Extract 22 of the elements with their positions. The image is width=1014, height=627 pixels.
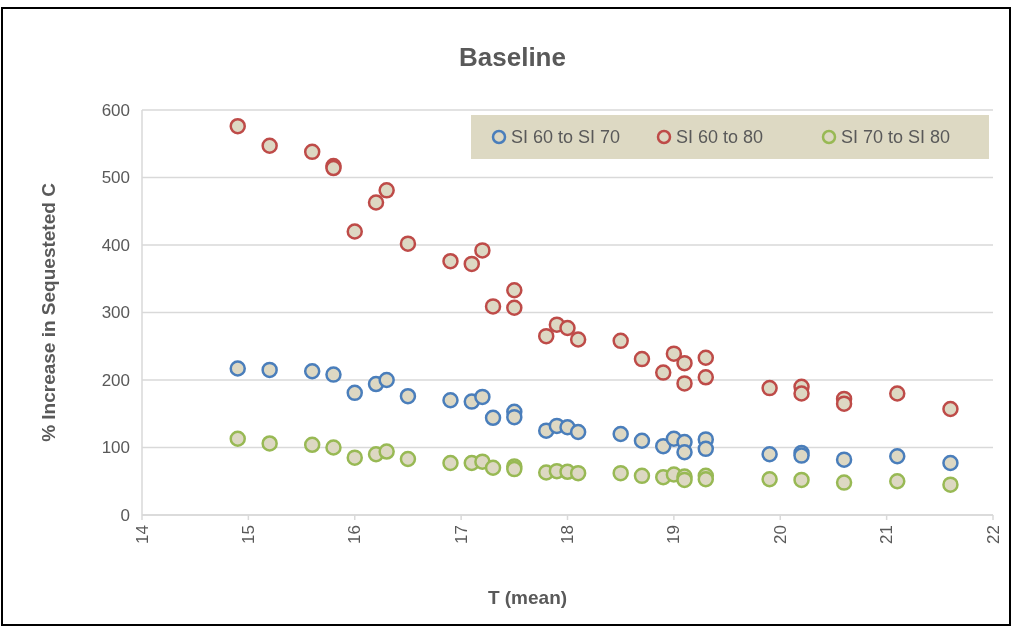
- y-tick-label: 200: [101, 370, 130, 390]
- x-tick-label: 19: [664, 525, 684, 544]
- x-tick-label: 22: [983, 525, 1003, 544]
- y-axis-title: % Increase in Sequesteted C: [37, 182, 59, 442]
- x-tick-label: 18: [558, 525, 577, 544]
- x-tick-label: 15: [238, 525, 258, 544]
- x-tick-label: 20: [770, 525, 790, 544]
- y-tick-label: 300: [101, 303, 130, 322]
- y-tick-label: 400: [101, 235, 130, 255]
- x-axis-title: T (mean): [487, 586, 568, 608]
- y-tick-label: 500: [101, 168, 130, 187]
- y-tick-label: 600: [101, 100, 130, 120]
- legend-label: SI 70 to SI 80: [841, 127, 951, 147]
- x-tick-label: 21: [877, 525, 897, 544]
- chart-title: Baseline: [459, 42, 566, 72]
- y-tick-label: 0: [120, 505, 130, 525]
- x-tick-label: 16: [345, 525, 365, 544]
- legend-label: SI 60 to 80: [676, 127, 764, 147]
- legend-label: SI 60 to SI 70: [511, 127, 621, 147]
- x-tick-label: 14: [132, 525, 152, 544]
- y-tick-label: 100: [101, 438, 130, 457]
- x-tick-label: 17: [451, 525, 471, 544]
